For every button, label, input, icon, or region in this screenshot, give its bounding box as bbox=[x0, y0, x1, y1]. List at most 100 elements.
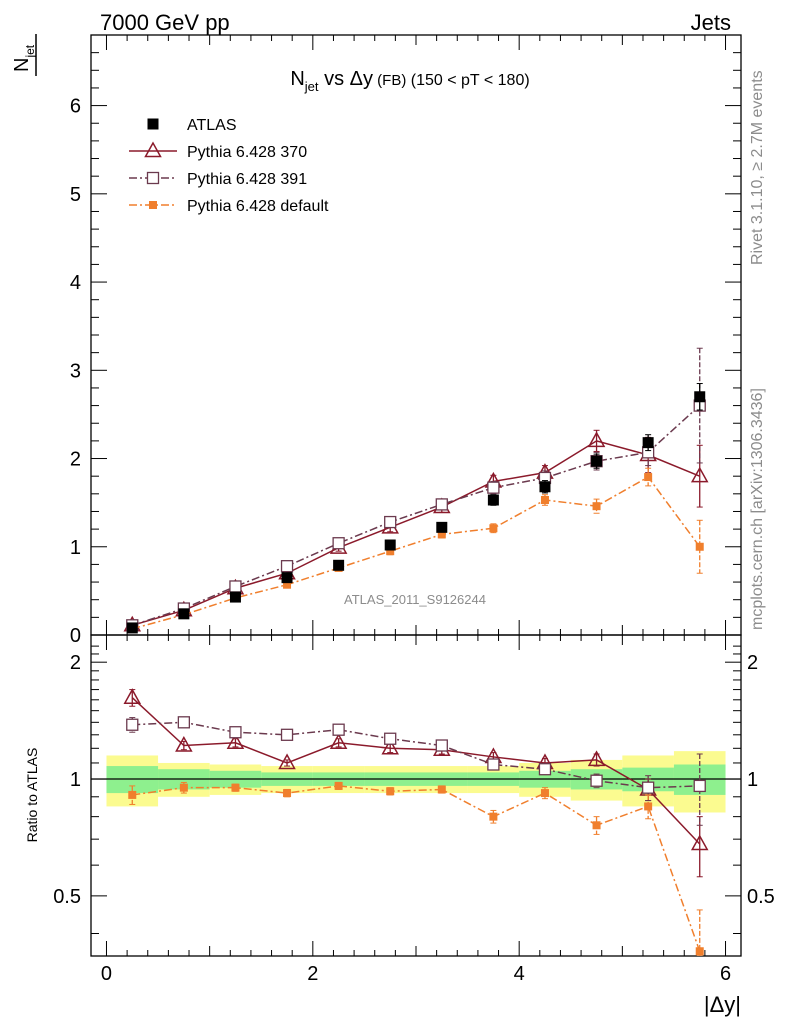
main-pythia-default-point bbox=[283, 580, 292, 589]
ratio-pythia-default-point bbox=[489, 812, 498, 821]
ratio-pythia-default-point bbox=[283, 789, 292, 798]
ratio-pythia-370-point bbox=[278, 753, 296, 770]
ratio-pythia-370-point bbox=[690, 834, 709, 851]
main-atlas-point bbox=[694, 391, 706, 403]
ratio-pythia-default-point bbox=[386, 787, 395, 796]
legend-marker-atlas bbox=[147, 118, 159, 130]
ratio-pythia-391-point bbox=[435, 739, 448, 752]
ratio-pythia-391-point bbox=[590, 774, 603, 787]
ratio-pythia-370-point bbox=[329, 733, 348, 750]
header-jets: Jets bbox=[691, 10, 731, 35]
ratio-pythia-default-point bbox=[179, 783, 188, 792]
header-energy: 7000 GeV pp bbox=[100, 10, 230, 35]
ratio-pythia-default-point bbox=[231, 783, 240, 792]
main-atlas-point bbox=[126, 622, 138, 634]
ratio-clip-group bbox=[123, 688, 709, 956]
main-ytick-label: 3 bbox=[70, 360, 81, 382]
main-pythia-default-point bbox=[592, 502, 601, 511]
ratio-ytick-label-right: 2 bbox=[747, 652, 758, 674]
main-atlas-point bbox=[384, 539, 396, 551]
ratio-pythia-391-point bbox=[177, 716, 191, 729]
ratio-pythia-default-point bbox=[128, 790, 137, 799]
main-atlas-point bbox=[591, 455, 603, 467]
main-atlas-point bbox=[281, 572, 293, 584]
ratio-pythia-default-point bbox=[592, 821, 601, 830]
svg-text:Njet: Njet bbox=[11, 44, 37, 72]
analysis-watermark: ATLAS_2011_S9126244 bbox=[344, 592, 486, 607]
main-atlas-point bbox=[178, 608, 190, 620]
ratio-pythia-391-point bbox=[538, 763, 552, 776]
main-atlas-point bbox=[487, 494, 499, 506]
ratio-ylabel: Ratio to ATLAS bbox=[24, 748, 40, 843]
legend: ATLAS Pythia 6.428 370 Pythia 6.428 391 Pyt… bbox=[129, 117, 329, 215]
main-series bbox=[123, 347, 709, 634]
legend-label-atlas: ATLAS bbox=[187, 117, 237, 134]
legend-marker-pythia-default bbox=[149, 201, 157, 209]
ratio-pythia-391-line bbox=[132, 721, 700, 789]
main-atlas-point bbox=[436, 521, 448, 533]
axes: 0 2 4 6 0 1 2 3 4 5 6 0.5 1 2 0.5 1 2 bbox=[53, 34, 775, 985]
main-ytick-label: 6 bbox=[70, 96, 81, 118]
main-pythia-391-point bbox=[332, 537, 345, 550]
main-pythia-default-point bbox=[540, 496, 549, 504]
main-atlas-point bbox=[539, 481, 551, 493]
ratio-series bbox=[123, 688, 709, 956]
main-pythia-370-point bbox=[690, 466, 709, 483]
ratio-pythia-370-point bbox=[123, 688, 142, 704]
ratio-ytick-label-left: 1 bbox=[70, 769, 81, 791]
main-ytick-label: 5 bbox=[70, 184, 81, 206]
ratio-pythia-default-point bbox=[695, 947, 704, 956]
legend-label-pythia-default: Pythia 6.428 default bbox=[187, 198, 329, 215]
main-atlas-point bbox=[333, 559, 345, 571]
ratio-pythia-default-point bbox=[644, 802, 653, 811]
main-pythia-370-point bbox=[587, 431, 606, 448]
main-pythia-default-point bbox=[695, 542, 704, 551]
x-tick-label: 2 bbox=[307, 963, 318, 985]
ratio-pythia-370-point bbox=[381, 738, 399, 755]
legend-label-pythia-370: Pythia 6.428 370 bbox=[187, 144, 307, 161]
ratio-ytick-label-right: 1 bbox=[747, 769, 758, 791]
ratio-pythia-391-point bbox=[641, 781, 655, 794]
x-tick-label: 0 bbox=[101, 963, 112, 985]
rivet-label: Rivet 3.1.10, ≥ 2.7M events bbox=[749, 70, 766, 265]
ratio-pythia-391-point bbox=[229, 726, 242, 739]
ratio-pythia-370-point bbox=[175, 735, 193, 752]
main-pythia-391-point bbox=[384, 515, 397, 529]
ratio-pythia-default-point bbox=[334, 781, 343, 790]
main-atlas-point bbox=[229, 591, 241, 603]
main-pythia-default-point bbox=[489, 524, 498, 533]
main-pythia-391-point bbox=[487, 481, 500, 494]
ratio-pythia-default-point bbox=[437, 785, 446, 794]
ratio-pythia-391-point bbox=[693, 779, 706, 793]
ratio-pythia-391-point bbox=[126, 718, 139, 731]
main-pythia-391-line bbox=[132, 405, 701, 627]
main-pythia-default-point bbox=[644, 473, 653, 482]
main-ytick-label: 4 bbox=[70, 272, 81, 294]
main-pythia-default-line bbox=[132, 476, 701, 630]
main-pythia-391-point bbox=[229, 580, 242, 593]
main-title: Njet vs Δy (FB) (150 < pT < 180) bbox=[290, 68, 529, 94]
mcplots-label: mcplots.cern.ch [arXiv:1306.3436] bbox=[749, 388, 766, 630]
ratio-ytick-label-right: 0.5 bbox=[747, 886, 775, 908]
ratio-pythia-370-line bbox=[131, 697, 701, 845]
main-pythia-default-point bbox=[437, 530, 446, 539]
legend-marker-pythia-391 bbox=[146, 171, 160, 185]
main-ytick-label: 2 bbox=[70, 449, 81, 471]
main-ylabel: Njet bbox=[11, 34, 37, 76]
main-pythia-391-point bbox=[280, 560, 294, 573]
x-axis-label: |Δy| bbox=[704, 992, 741, 1017]
main-pythia-391-point bbox=[435, 498, 448, 511]
ratio-pythia-370-point bbox=[587, 750, 606, 767]
ratio-pythia-391-point bbox=[280, 728, 294, 741]
x-tick-label: 4 bbox=[514, 963, 525, 985]
main-atlas-point bbox=[642, 437, 654, 449]
x-tick-label: 6 bbox=[720, 963, 731, 985]
main-ytick-label: 1 bbox=[70, 537, 81, 559]
legend-marker-pythia-370 bbox=[144, 141, 162, 158]
ratio-ytick-label-left: 2 bbox=[70, 652, 81, 674]
ratio-pythia-370-point bbox=[226, 733, 245, 750]
ratio-pythia-default-line bbox=[132, 785, 701, 952]
main-pythia-370-line bbox=[132, 440, 701, 627]
ratio-pythia-391-point bbox=[487, 758, 500, 771]
